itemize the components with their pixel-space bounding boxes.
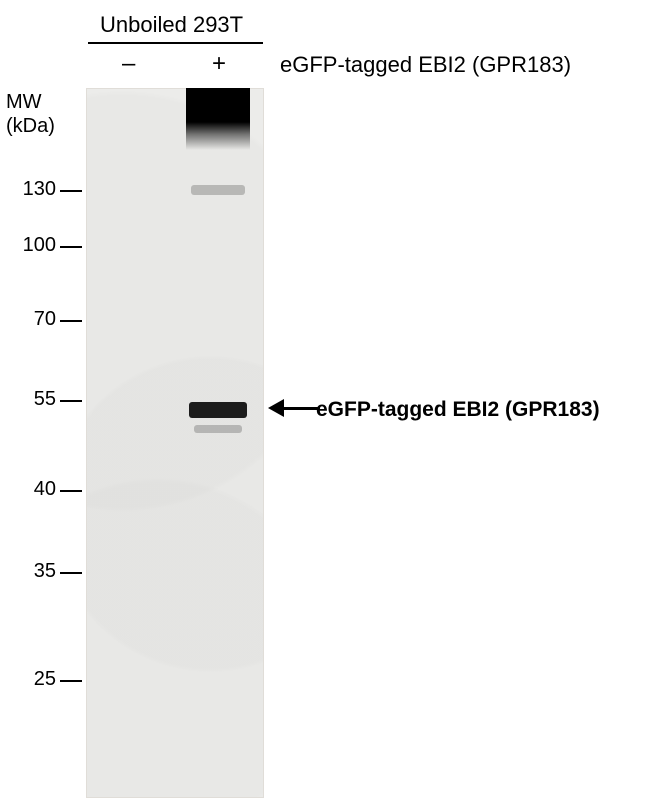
mw-marker-tick: [60, 400, 82, 402]
mw-marker-label: 35: [0, 560, 56, 583]
mw-marker-tick: [60, 490, 82, 492]
mw-marker-tick: [60, 320, 82, 322]
membrane-texture: [87, 89, 263, 797]
mw-axis-title: MW (kDa): [6, 90, 55, 138]
mw-marker-label: 25: [0, 668, 56, 691]
header-underline: [88, 42, 263, 44]
mw-title-line2: (kDa): [6, 115, 55, 137]
mw-marker-tick: [60, 680, 82, 682]
sample-label: Unboiled 293T: [100, 12, 243, 38]
band-smear: [186, 88, 250, 150]
protein-header-label: eGFP-tagged EBI2 (GPR183): [280, 52, 571, 78]
mw-marker-label: 40: [0, 478, 56, 501]
target-band-label: eGFP-tagged EBI2 (GPR183): [316, 398, 600, 422]
mw-marker-label: 100: [0, 234, 56, 257]
band-main: [189, 402, 247, 418]
mw-marker-label: 130: [0, 178, 56, 201]
condition-positive: +: [212, 50, 226, 78]
mw-marker-label: 55: [0, 388, 56, 411]
condition-negative: –: [122, 50, 135, 78]
mw-marker-tick: [60, 572, 82, 574]
band-faint: [194, 425, 242, 433]
mw-marker-tick: [60, 190, 82, 192]
band-faint: [191, 185, 245, 195]
target-arrow-line: [282, 407, 320, 410]
mw-marker-label: 70: [0, 308, 56, 331]
mw-marker-tick: [60, 246, 82, 248]
mw-title-line1: MW: [6, 91, 42, 113]
